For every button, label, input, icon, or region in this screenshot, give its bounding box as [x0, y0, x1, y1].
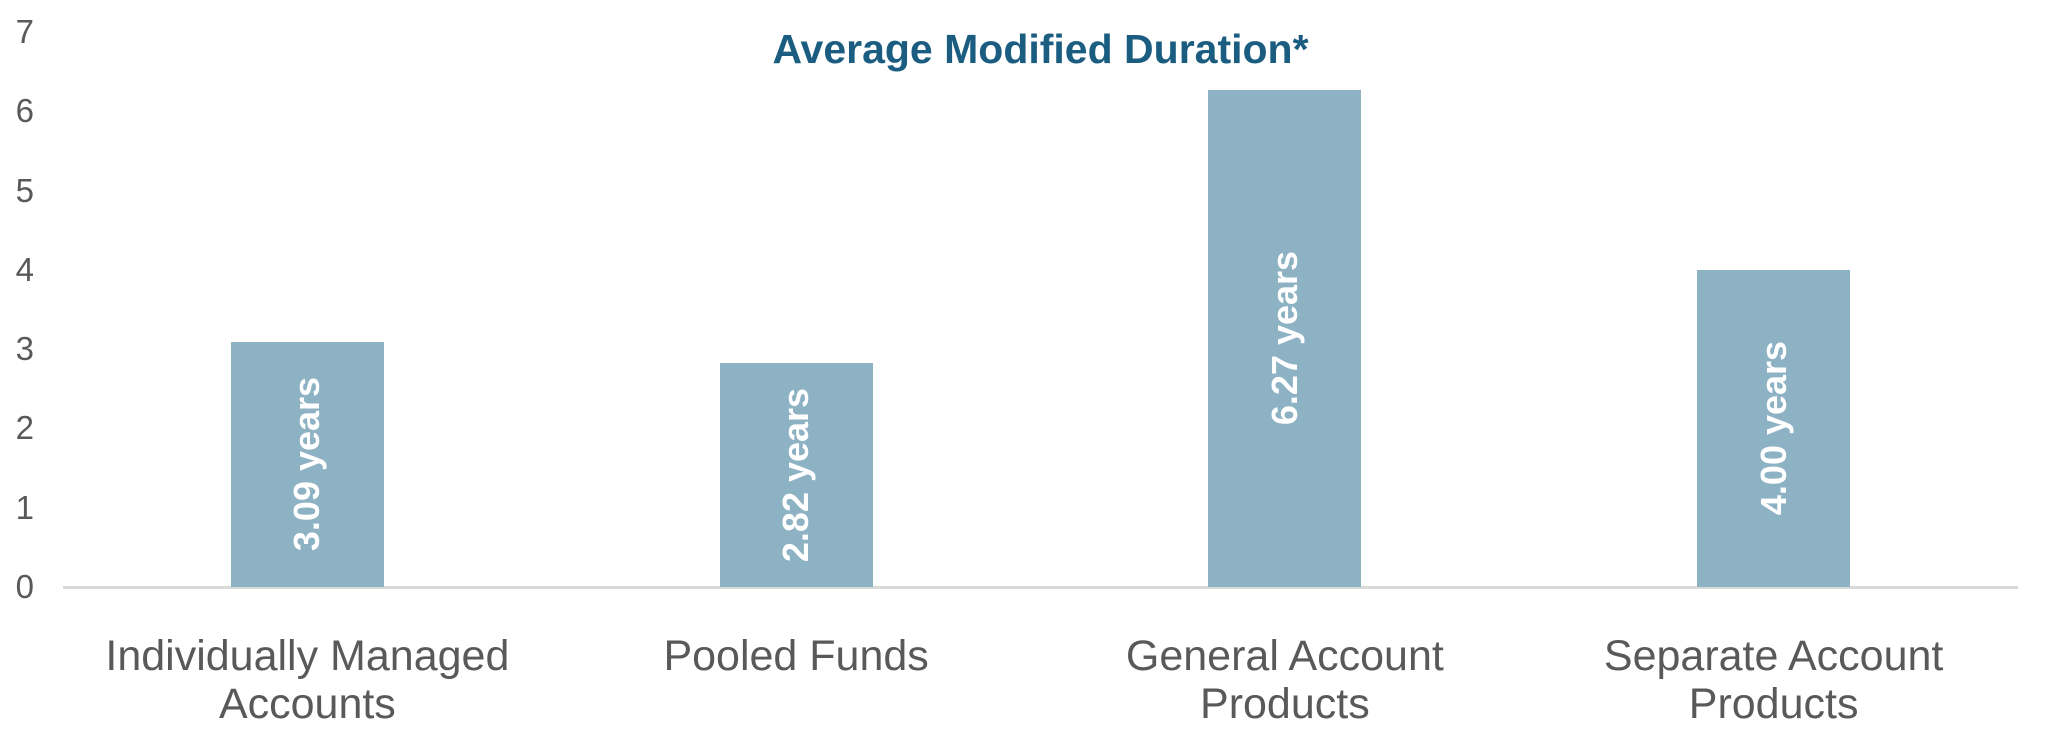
bar-value-label: 6.27 years: [1263, 251, 1305, 426]
bar: 3.09 years: [230, 342, 384, 587]
bar-value-label: 2.82 years: [775, 388, 817, 563]
plot-area: 3.09 years 2.82 years 6.27 years 4.00 years: [63, 0, 2018, 746]
bar: 4.00 years: [1697, 269, 1851, 587]
bar-value-label: 4.00 years: [1752, 341, 1794, 516]
y-tick-label: 6: [15, 92, 34, 130]
category-label-line: Accounts: [218, 680, 396, 728]
bar: 2.82 years: [719, 363, 873, 587]
y-tick-label: 1: [15, 488, 34, 526]
y-tick-label: 0: [15, 568, 34, 605]
category-label: Pooled Funds: [552, 632, 1041, 680]
category-label-line: Pooled Funds: [663, 632, 929, 680]
category-label: Individually Managed Accounts: [63, 632, 552, 728]
y-tick-label: 2: [15, 409, 34, 447]
chart-title: Average Modified Duration*: [772, 26, 1309, 72]
category-label-line: Products: [1688, 680, 1859, 728]
y-tick-label: 3: [15, 330, 34, 368]
y-tick-label: 7: [15, 13, 34, 50]
y-tick-label: 4: [15, 250, 34, 288]
category-label: General Account Products: [1041, 632, 1530, 728]
bar-value-label: 3.09 years: [286, 377, 328, 552]
category-label-line: Individually Managed: [105, 632, 510, 680]
x-axis-line: [63, 586, 2018, 589]
category-label: Separate Account Products: [1529, 632, 2018, 728]
category-label-line: Separate Account: [1603, 632, 1944, 680]
bar: 6.27 years: [1208, 89, 1362, 587]
category-label-line: General Account Products: [1125, 632, 1444, 728]
y-tick-label: 5: [15, 171, 34, 209]
